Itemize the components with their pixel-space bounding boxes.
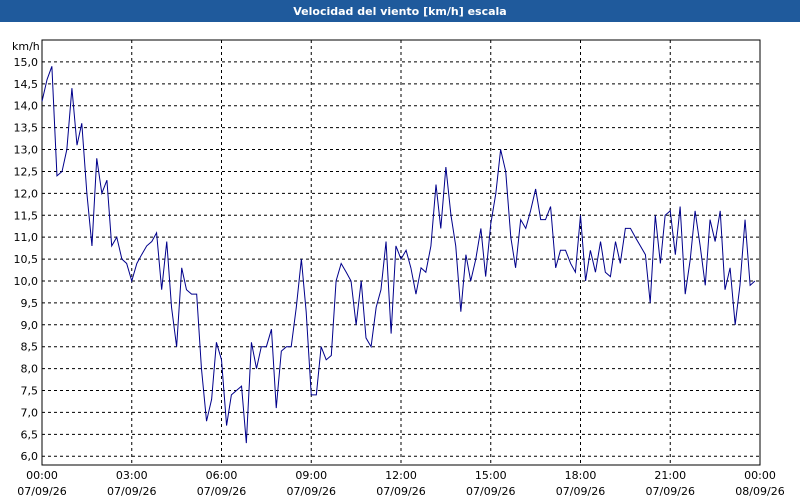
x-tick-label: 00:00	[744, 469, 776, 482]
x-tick-date: 07/09/26	[107, 485, 156, 498]
x-tick-date: 07/09/26	[466, 485, 515, 498]
x-tick-label: 00:00	[26, 469, 58, 482]
y-tick-label: 9,0	[21, 319, 39, 332]
y-tick-label: 6,5	[21, 428, 39, 441]
y-tick-label: 11,5	[14, 209, 39, 222]
x-tick-date: 07/09/26	[646, 485, 695, 498]
x-tick-date: 07/09/26	[287, 485, 336, 498]
x-tick-date: 07/09/26	[556, 485, 605, 498]
x-tick-label: 03:00	[116, 469, 148, 482]
y-tick-label: 13,0	[14, 144, 39, 157]
y-tick-label: 8,5	[21, 341, 39, 354]
data-line	[41, 66, 756, 444]
x-tick-date: 08/09/26	[735, 485, 784, 498]
x-tick-label: 06:00	[206, 469, 238, 482]
y-axis-label: km/h	[12, 40, 40, 53]
y-tick-label: 7,5	[21, 385, 39, 398]
y-tick-label: 12,5	[14, 165, 39, 178]
x-tick-date: 07/09/26	[17, 485, 66, 498]
x-tick-date: 07/09/26	[376, 485, 425, 498]
y-tick-label: 7,0	[21, 406, 39, 419]
y-tick-label: 13,5	[14, 122, 39, 135]
x-tick-label: 15:00	[475, 469, 507, 482]
y-tick-label: 12,0	[14, 187, 39, 200]
y-tick-label: 8,0	[21, 363, 39, 376]
x-tick-label: 09:00	[295, 469, 327, 482]
y-tick-label: 10,0	[14, 275, 39, 288]
title-bar	[0, 0, 800, 22]
y-tick-label: 15,0	[14, 56, 39, 69]
chart-title: Velocidad del viento [km/h] escala	[293, 5, 506, 18]
x-tick-label: 21:00	[654, 469, 686, 482]
y-tick-label: 6,0	[21, 450, 39, 463]
x-tick-date: 07/09/26	[197, 485, 246, 498]
y-tick-label: 14,0	[14, 100, 39, 113]
y-tick-label: 9,5	[21, 297, 39, 310]
y-tick-label: 10,5	[14, 253, 39, 266]
x-tick-label: 18:00	[565, 469, 597, 482]
y-tick-label: 14,5	[14, 78, 39, 91]
y-tick-label: 11,0	[14, 231, 39, 244]
x-tick-label: 12:00	[385, 469, 417, 482]
